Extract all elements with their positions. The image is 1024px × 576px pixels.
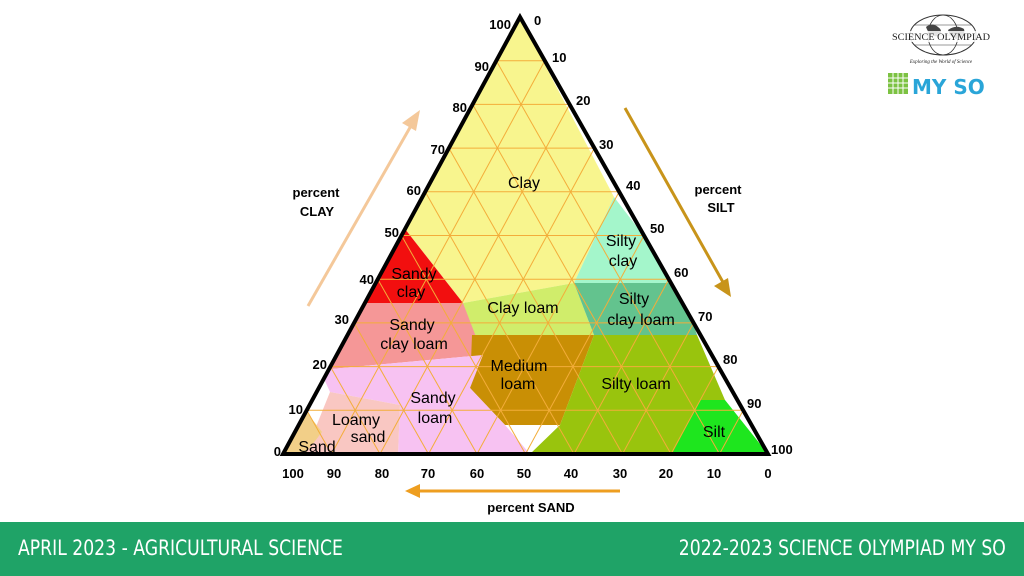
- silt-tick-label: 0: [534, 13, 541, 28]
- region-label-clay: Clay: [508, 175, 540, 192]
- region-silty-clay-loam: [574, 283, 697, 335]
- sand-tick-label: 30: [613, 466, 627, 481]
- silt-tick-label: 20: [576, 93, 590, 108]
- region-sandy-clay-loam: [320, 303, 483, 370]
- clay-axis-title: CLAY: [300, 204, 335, 219]
- silt-tick-label: 90: [747, 396, 761, 411]
- region-label-loamy-sand: sand: [351, 429, 386, 446]
- region-label-silt: Silt: [703, 424, 726, 441]
- grid-line: [495, 60, 720, 454]
- region-label-silty-loam: Silty loam: [601, 376, 670, 393]
- region-sandy-loam: [320, 355, 530, 454]
- region-clay-loam: [463, 283, 594, 335]
- sand-tick-label: 80: [375, 466, 389, 481]
- silt-axis-title: percent: [695, 182, 743, 197]
- grid-line: [331, 60, 546, 454]
- clay-tick-label: 90: [475, 59, 489, 74]
- region-labels: Clay Sandy clay Silty clay Clay loam Sil…: [298, 175, 725, 456]
- region-label-medium-loam: loam: [501, 376, 536, 393]
- silt-axis-title: SILT: [707, 200, 734, 215]
- region-label-loamy-sand: Loamy: [332, 412, 380, 429]
- silt-tick-label: 40: [626, 178, 640, 193]
- sand-tick-label: 20: [659, 466, 673, 481]
- region-label-sandy-clay-loam: clay loam: [380, 336, 448, 353]
- sand-axis-ticks: 100 90 80 70 60 50 40 30 20 10 0: [282, 466, 771, 481]
- region-label-silty-clay-loam: clay loam: [607, 312, 675, 329]
- sand-tick-label: 60: [470, 466, 484, 481]
- sand-axis-arrow: [405, 484, 620, 498]
- grid-line: [448, 147, 623, 454]
- sand-tick-label: 50: [517, 466, 531, 481]
- region-label-sandy-loam: loam: [418, 410, 453, 427]
- region-label-clay-loam: Clay loam: [487, 300, 558, 317]
- footer-organization: 2022-2023 SCIENCE OLYMPIAD MY SO: [678, 536, 1006, 560]
- clay-tick-label: 50: [385, 225, 399, 240]
- clay-tick-label: 40: [360, 272, 374, 287]
- grid-line: [306, 410, 332, 454]
- myso-wordmark: MY SO: [912, 75, 985, 99]
- region-label-silty-clay-loam: Silty: [619, 291, 649, 308]
- science-olympiad-wordmark: SCIENCE OLYMPIAD: [892, 32, 991, 42]
- clay-tick-label: 70: [431, 142, 445, 157]
- clay-tick-label: 100: [489, 17, 511, 32]
- sand-tick-label: 40: [564, 466, 578, 481]
- clay-tick-label: 60: [407, 183, 421, 198]
- silt-axis-arrow: [623, 107, 731, 297]
- triangle-outline: [279, 12, 772, 456]
- region-clay: [405, 17, 614, 303]
- silt-tick-label: 70: [698, 309, 712, 324]
- grid-line: [353, 322, 429, 454]
- clay-tick-label: 20: [313, 357, 327, 372]
- footer-bar: APRIL 2023 - AGRICULTURAL SCIENCE 2022-2…: [0, 522, 1024, 576]
- footer-event-title: APRIL 2023 - AGRICULTURAL SCIENCE: [18, 536, 343, 560]
- silt-tick-label: 10: [552, 50, 566, 65]
- sand-tick-label: 100: [282, 466, 304, 481]
- silt-axis-ticks: 0 10 20 30 40 50 60 70 80 90 100: [534, 13, 793, 457]
- region-label-sandy-clay: Sandy: [391, 266, 436, 283]
- grid-line: [379, 104, 571, 454]
- science-olympiad-tagline: Exploring the World of Science: [909, 60, 973, 65]
- grid-line: [525, 235, 645, 454]
- grid-line: [401, 235, 526, 454]
- region-label-sandy-loam: Sandy: [410, 390, 455, 407]
- silt-tick-label: 80: [723, 352, 737, 367]
- myso-logo: MY SO: [888, 73, 985, 99]
- clay-axis-title: percent: [293, 185, 341, 200]
- clay-tick-label: 30: [335, 312, 349, 327]
- science-olympiad-logo: SCIENCE OLYMPIAD Exploring the World of …: [892, 14, 991, 65]
- grid-line: [472, 104, 672, 454]
- grid-line: [428, 147, 595, 454]
- clay-tick-label: 80: [453, 100, 467, 115]
- region-label-sandy-clay-loam: Sandy: [389, 317, 434, 334]
- region-label-sand: Sand: [298, 439, 335, 456]
- silt-tick-label: 100: [771, 442, 793, 457]
- clay-tick-label: 0: [274, 444, 281, 459]
- region-loamy-sand: [305, 392, 400, 454]
- soil-texture-triangle: 100 90 80 70 60 50 40 30 20 10 0 0 10 20…: [274, 12, 991, 515]
- sand-tick-label: 70: [421, 466, 435, 481]
- grid-lines: [306, 60, 744, 454]
- silt-tick-label: 50: [650, 221, 664, 236]
- sand-axis-title: percent SAND: [487, 500, 574, 515]
- grid-line: [719, 410, 744, 454]
- region-label-medium-loam: Medium: [491, 358, 548, 375]
- region-silty-clay: [574, 197, 680, 283]
- sand-tick-label: 90: [327, 466, 341, 481]
- sand-tick-label: 0: [764, 466, 771, 481]
- region-label-silty-clay: Silty: [606, 233, 636, 250]
- clay-axis-ticks: 100 90 80 70 60 50 40 30 20 10 0: [274, 17, 511, 459]
- grid-line: [622, 322, 695, 454]
- clay-axis-arrow: [306, 110, 420, 307]
- sand-tick-label: 10: [707, 466, 721, 481]
- clay-tick-label: 10: [289, 402, 303, 417]
- region-label-silty-clay: clay: [609, 253, 637, 270]
- region-sandy-clay: [365, 229, 463, 303]
- region-label-sandy-clay: clay: [397, 284, 425, 301]
- region-silty-loam: [530, 335, 725, 454]
- silt-tick-label: 60: [674, 265, 688, 280]
- silt-tick-label: 30: [599, 137, 613, 152]
